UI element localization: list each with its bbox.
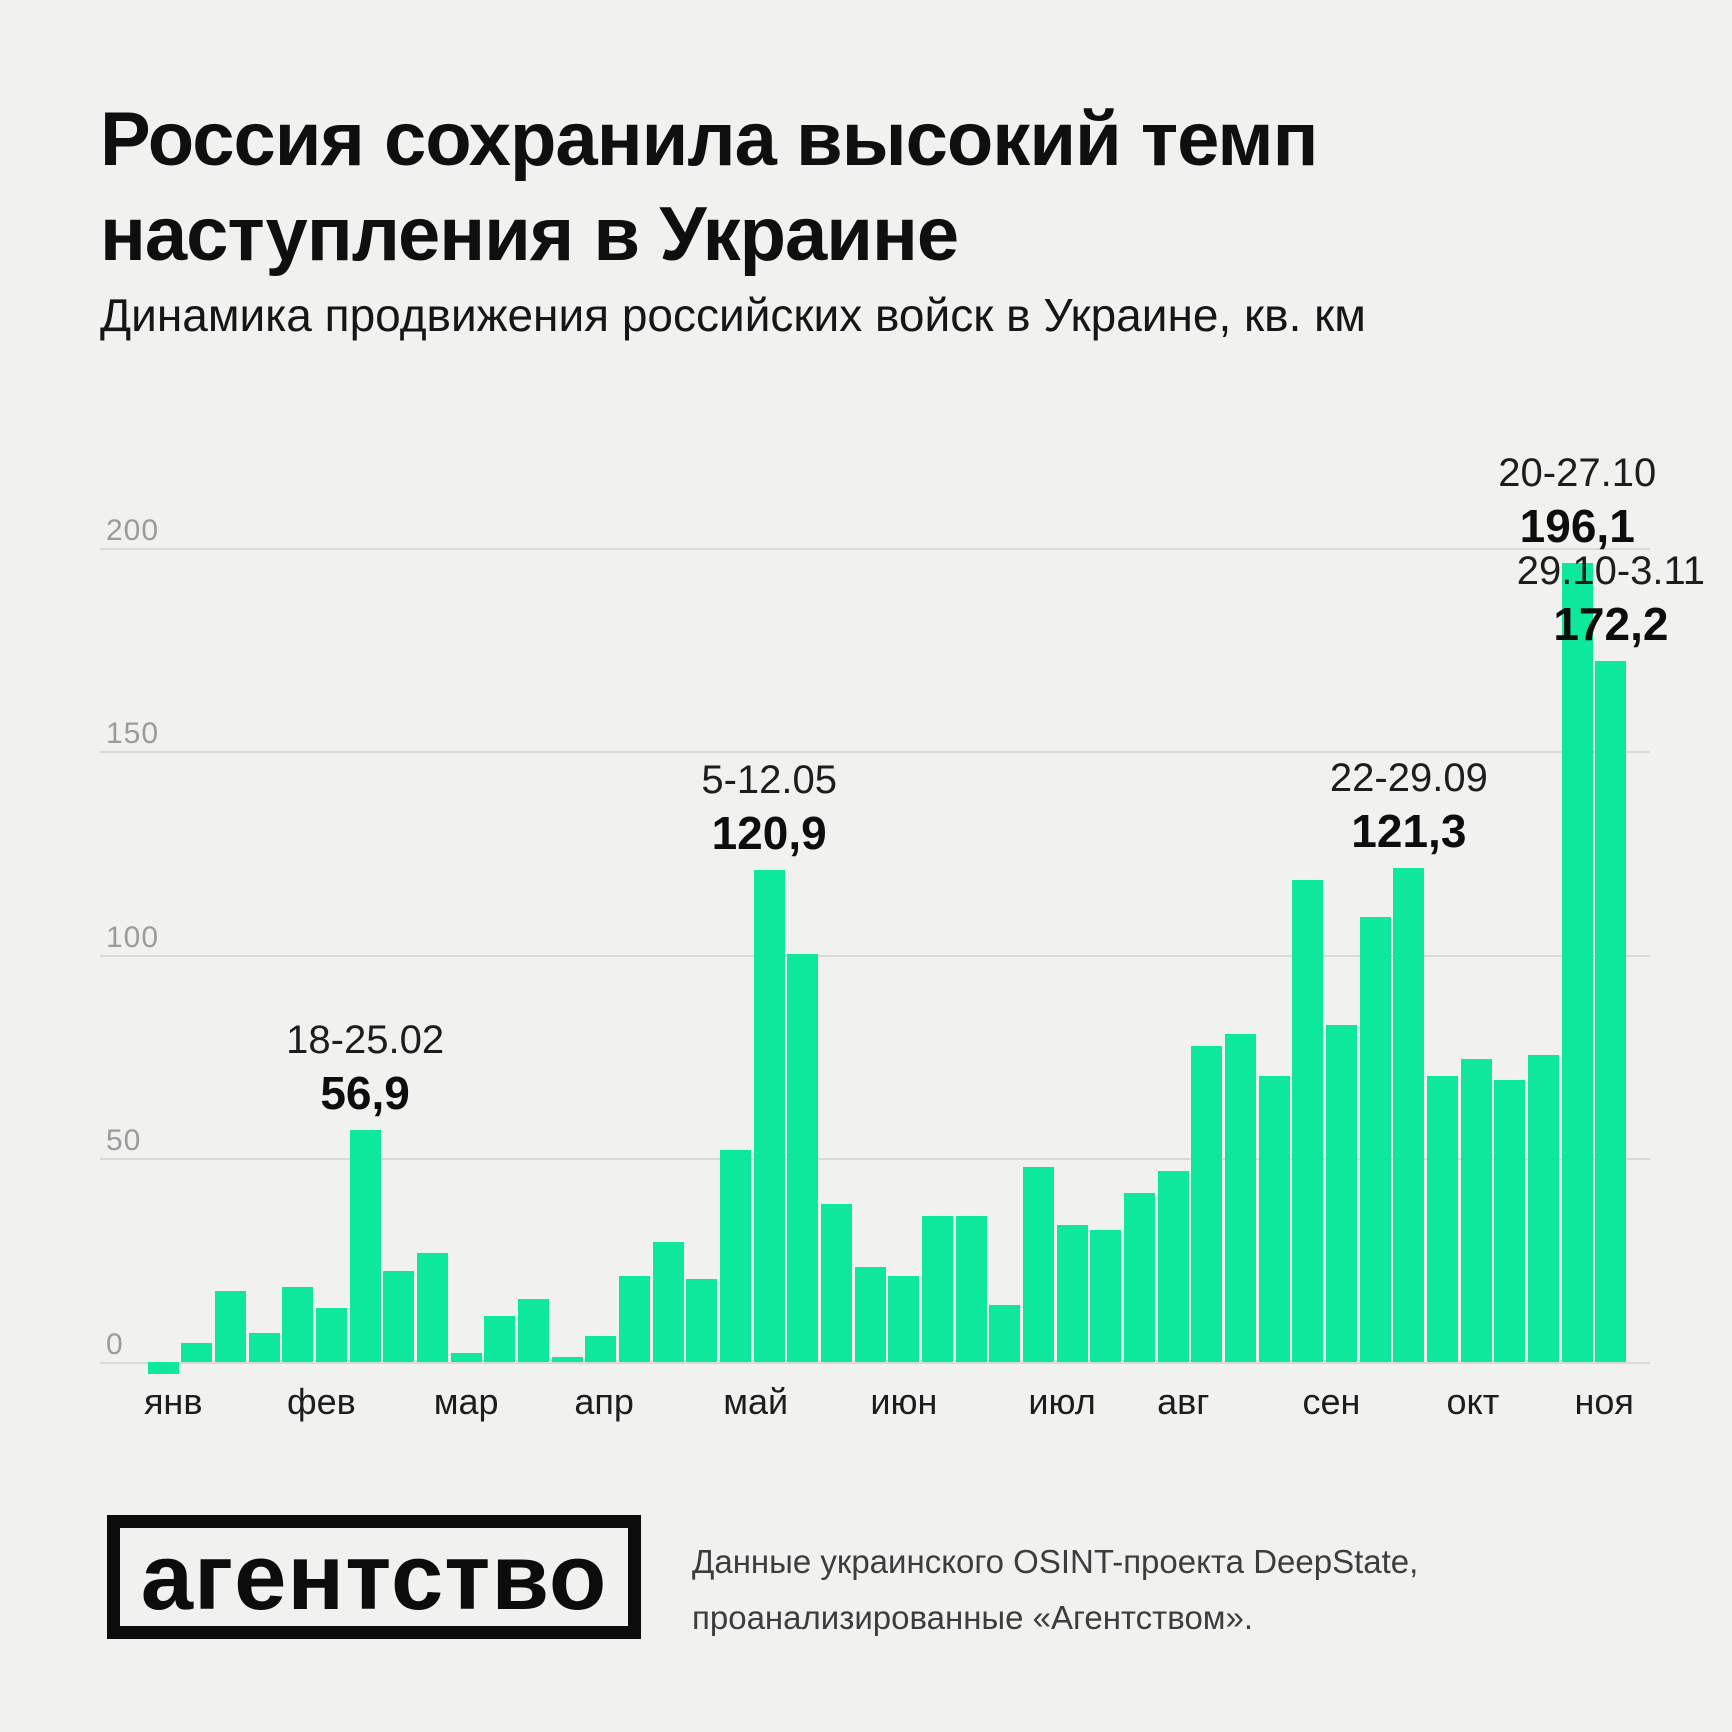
y-axis-tick-label: 200 xyxy=(106,513,160,547)
annotation-date: 18-25.02 xyxy=(286,1018,445,1063)
bar-week-23 xyxy=(888,1276,920,1362)
y-axis-tick-label: 50 xyxy=(106,1124,142,1158)
bar-week-1 xyxy=(147,1362,179,1375)
title-line-2: наступления в Украине xyxy=(100,192,959,277)
bar-week-22 xyxy=(854,1266,886,1362)
bar-week-19 xyxy=(753,869,785,1362)
bar-week-43 xyxy=(1561,563,1593,1362)
source-line-1: Данные украинского OSINT-проекта DeepSta… xyxy=(692,1543,1419,1580)
annotation-value: 172,2 xyxy=(1553,597,1669,650)
bar-week-12 xyxy=(517,1299,550,1362)
bar-week-5 xyxy=(282,1287,314,1362)
bar-week-39 xyxy=(1426,1076,1459,1362)
y-axis-tick-label: 150 xyxy=(106,717,160,751)
bar-week-17 xyxy=(686,1278,718,1362)
x-axis-month-сен: сен xyxy=(1302,1381,1361,1422)
x-axis-month-апр: апр xyxy=(574,1381,634,1422)
annotation-date: 22-29.09 xyxy=(1329,756,1488,801)
annotation-22-29.09: 22-29.09 121,3 xyxy=(1330,756,1488,856)
bar-week-27 xyxy=(1022,1166,1055,1362)
bar-week-40 xyxy=(1460,1059,1492,1362)
annotation-date: 20-27.10 xyxy=(1498,451,1657,496)
bar-week-14 xyxy=(585,1335,617,1362)
annotation-18-25.02: 18-25.02 56,9 xyxy=(286,1018,444,1118)
bar-week-20 xyxy=(787,953,819,1362)
x-axis-month-янв: янв xyxy=(143,1381,203,1422)
bar-week-30 xyxy=(1123,1192,1156,1362)
chart-subtitle: Динамика продвижения российских войск в … xyxy=(100,289,1366,341)
bar-week-25 xyxy=(955,1215,987,1362)
gridline-100 xyxy=(100,954,1650,957)
annotation-value: 196,1 xyxy=(1519,500,1635,553)
bar-week-9 xyxy=(416,1252,449,1362)
y-axis-tick-label: 0 xyxy=(106,1328,124,1361)
bar-week-8 xyxy=(383,1270,415,1362)
x-axis-month-май: май xyxy=(723,1381,789,1422)
bar-week-13 xyxy=(551,1357,583,1362)
gridline-50 xyxy=(100,1158,1650,1161)
bar-week-42 xyxy=(1527,1054,1560,1362)
x-axis-month-авг: авг xyxy=(1157,1381,1210,1422)
annotation-date: 5-12.05 xyxy=(701,757,837,802)
annotation-5-12.05: 5-12.05 120,9 xyxy=(701,758,837,858)
source-note: Данные украинского OSINT-проекта DeepSta… xyxy=(692,1534,1418,1646)
bar-week-36 xyxy=(1325,1025,1358,1362)
title-line-1: Россия сохранила высокий темп xyxy=(100,97,1319,182)
bar-week-21 xyxy=(820,1204,853,1362)
source-line-2: проанализированные «Агентством». xyxy=(692,1599,1253,1636)
logo-text: агентство xyxy=(140,1524,608,1629)
agentstvo-logo: агентство xyxy=(107,1515,641,1639)
annotation-29.10-3.11: 29.10-3.11 172,2 xyxy=(1517,549,1705,649)
bar-week-38 xyxy=(1393,868,1425,1362)
bar-week-32 xyxy=(1191,1046,1223,1362)
bar-week-7 xyxy=(349,1130,381,1362)
annotation-date: 29.10-3.11 xyxy=(1516,548,1706,593)
bar-week-4 xyxy=(248,1332,280,1362)
annotation-20-27.10: 20-27.10 196,1 xyxy=(1498,451,1656,551)
page-title: Россия сохранила высокий темп наступлени… xyxy=(100,92,1319,282)
bar-week-16 xyxy=(652,1241,684,1362)
gridline-150 xyxy=(100,751,1650,754)
annotation-value: 120,9 xyxy=(711,806,827,859)
bar-week-35 xyxy=(1292,879,1324,1362)
bar-week-3 xyxy=(214,1290,247,1362)
x-axis-month-июл: июл xyxy=(1028,1381,1096,1422)
bar-week-18 xyxy=(719,1149,752,1362)
bar-week-33 xyxy=(1224,1033,1257,1362)
gridline-200 xyxy=(100,547,1650,550)
bar-week-24 xyxy=(921,1215,954,1362)
x-axis-month-окт: окт xyxy=(1446,1381,1500,1422)
bar-week-29 xyxy=(1090,1230,1122,1362)
x-axis-month-ноя: ноя xyxy=(1574,1381,1634,1422)
bar-week-11 xyxy=(484,1315,516,1362)
bar-week-2 xyxy=(181,1342,213,1362)
y-axis-tick-label: 100 xyxy=(106,920,160,954)
bar-week-34 xyxy=(1258,1076,1290,1362)
x-axis-month-июн: июн xyxy=(870,1381,938,1422)
annotation-value: 56,9 xyxy=(320,1067,410,1120)
x-axis-month-мар: мар xyxy=(433,1381,499,1422)
bar-week-15 xyxy=(618,1276,651,1362)
bar-week-44 xyxy=(1595,660,1627,1362)
bar-week-37 xyxy=(1359,916,1391,1362)
bar-week-6 xyxy=(315,1308,348,1362)
bar-week-28 xyxy=(1056,1225,1088,1362)
bar-week-41 xyxy=(1494,1079,1526,1362)
bar-week-26 xyxy=(989,1304,1021,1362)
bar-week-31 xyxy=(1157,1170,1189,1362)
annotation-value: 121,3 xyxy=(1351,805,1467,858)
x-axis-month-фев: фев xyxy=(286,1381,356,1422)
bar-week-10 xyxy=(450,1353,482,1362)
gridline-0 xyxy=(100,1362,1650,1364)
